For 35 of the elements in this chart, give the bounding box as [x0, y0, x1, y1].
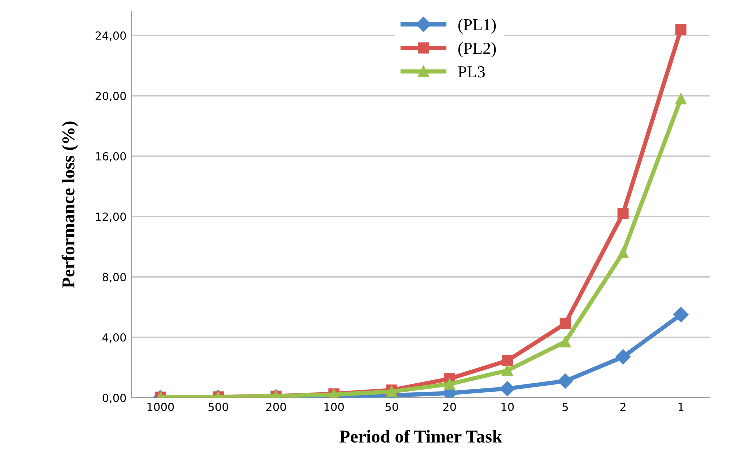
y-tick-label: 24,00 [96, 32, 126, 42]
x-tick-label: 5 [562, 403, 568, 412]
point [560, 336, 572, 348]
y-tick-label: 8,00 [102, 273, 126, 283]
point [502, 355, 514, 366]
point [560, 318, 572, 330]
x-axis-title: Period of Timer Task [340, 430, 502, 443]
legend-label: (PL1) [458, 18, 496, 34]
point [444, 378, 456, 390]
legend-label: PL3 [458, 66, 486, 78]
point [674, 307, 689, 322]
x-tick-label: 100 [324, 402, 344, 412]
x-tick-label: 1000 [148, 402, 174, 412]
x-tick-label: 20 [444, 402, 456, 412]
y-tick-label: 12,00 [96, 212, 126, 222]
y-tick-label: 16,00 [96, 152, 126, 162]
point [618, 247, 629, 259]
point [616, 350, 631, 365]
point [558, 374, 574, 389]
x-tick-label: 2 [620, 402, 626, 412]
x-tick-label: 200 [266, 402, 286, 412]
legend-label: (PL2) [458, 42, 496, 58]
y-tick-label: 20,00 [96, 92, 126, 102]
point [676, 93, 687, 105]
x-tick-label: 1 [678, 403, 684, 412]
x-tick-label: 50 [386, 402, 398, 412]
point [500, 381, 516, 396]
point [676, 24, 687, 36]
x-tick-label: 500 [208, 402, 228, 412]
y-tick-label: 0,00 [102, 394, 126, 404]
y-tick-label: 4,00 [102, 334, 126, 344]
point [502, 365, 514, 376]
x-tick-label: 10 [502, 402, 514, 412]
y-axis-title: Performance loss (%) [62, 122, 78, 288]
point [618, 208, 629, 220]
